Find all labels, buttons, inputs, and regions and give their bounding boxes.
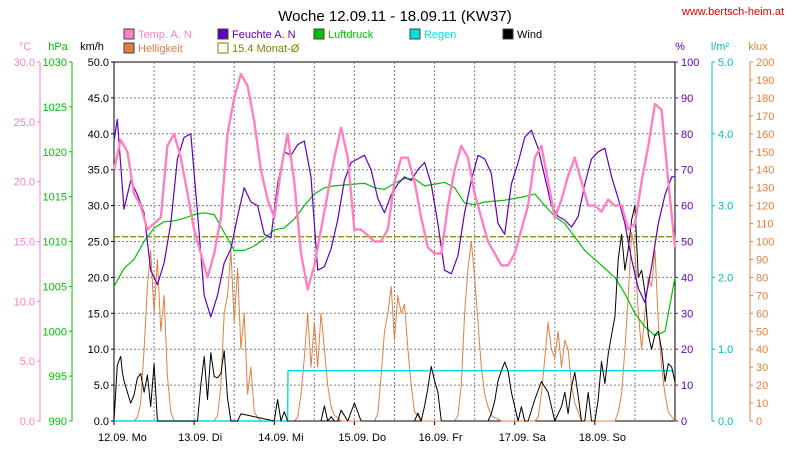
axis-label-light: 200 [756, 57, 774, 69]
axis-label-wind: 5.0 [94, 380, 109, 392]
axis-label-hum: 40 [681, 272, 693, 284]
axis-label-temp: 25.0 [14, 117, 35, 129]
axis-label-temp: 10.0 [14, 296, 35, 308]
axis-label-wind: 30.0 [88, 201, 109, 213]
legend-label-4: Luftdruck [328, 29, 374, 41]
legend-label-3: 15.4 Monat-Ø [232, 43, 300, 55]
axis-label-hum: 30 [681, 308, 693, 320]
axis-label-light: 160 [756, 129, 774, 141]
axis-label-press: 1015 [43, 192, 67, 204]
axis-label-press: 990 [49, 416, 67, 428]
x-tick-label: 12.09. Mo [98, 432, 147, 444]
axis-unit-wind: km/h [80, 41, 104, 53]
axis-label-temp: 30.0 [14, 57, 35, 69]
legend-swatch-2 [217, 28, 229, 40]
axis-label-wind: 35.0 [88, 165, 109, 177]
axis-label-wind: 0.0 [94, 416, 109, 428]
x-tick-label: 14.09. Mi [258, 432, 303, 444]
axis-label-press: 1020 [43, 147, 67, 159]
legend-label-5: Regen [424, 29, 456, 41]
axis-label-rain: 5.0 [718, 57, 733, 69]
axis-label-rain: 3.0 [718, 201, 733, 213]
legend-swatch-5 [409, 28, 421, 40]
series-helligkeit [114, 232, 676, 422]
axis-label-light: 110 [756, 219, 774, 231]
axis-label-hum: 50 [681, 237, 693, 249]
axis-label-wind: 40.0 [88, 129, 109, 141]
axis-label-wind: 20.0 [88, 272, 109, 284]
axis-label-light: 10 [756, 398, 768, 410]
legend-swatch-3 [217, 42, 229, 54]
axis-label-wind: 15.0 [88, 308, 109, 320]
axis-label-rain: 0.0 [718, 416, 733, 428]
axis-label-light: 150 [756, 147, 774, 159]
axis-label-light: 180 [756, 93, 774, 105]
legend-label-2: Feuchte A. N [232, 29, 296, 41]
x-tick-label: 13.09. Di [178, 432, 222, 444]
axis-label-temp: 15.0 [14, 237, 35, 249]
axis-label-light: 0 [756, 416, 762, 428]
axis-label-light: 140 [756, 165, 774, 177]
legend-label-0: Temp. A. N [138, 29, 192, 41]
axis-label-press: 1010 [43, 237, 67, 249]
axis-label-light: 70 [756, 290, 768, 302]
axis-label-press: 1025 [43, 102, 67, 114]
axis-unit-hum: % [675, 41, 685, 53]
legend-label-6: Wind [517, 29, 542, 41]
series-temp-a-n [112, 72, 677, 291]
legend-swatch-4 [313, 28, 325, 40]
axis-label-light: 100 [756, 237, 774, 249]
axis-label-press: 1030 [43, 57, 67, 69]
legend-swatch-6 [502, 28, 514, 40]
axis-label-temp: 0.0 [20, 416, 35, 428]
axis-label-press: 1000 [43, 326, 67, 338]
axis-unit-rain: l/m² [711, 41, 730, 53]
site-credit[interactable]: www.bertsch-heim.at [681, 6, 784, 18]
axis-label-light: 120 [756, 201, 774, 213]
axis-label-hum: 20 [681, 344, 693, 356]
axis-label-light: 50 [756, 326, 768, 338]
axis-label-wind: 45.0 [88, 93, 109, 105]
axis-label-hum: 70 [681, 165, 693, 177]
axis-label-rain: 4.0 [718, 129, 733, 141]
chart-title: Woche 12.09.11 - 18.09.11 (KW37) [278, 8, 511, 25]
x-tick-label: 16.09. Fr [419, 432, 463, 444]
x-tick-label: 15.09. Do [338, 432, 386, 444]
x-tick-label: 18.09. So [579, 432, 626, 444]
axis-label-rain: 1.0 [718, 344, 733, 356]
axis-label-temp: 5.0 [20, 356, 35, 368]
axis-label-wind: 10.0 [88, 344, 109, 356]
axis-label-hum: 0 [681, 416, 687, 428]
legend-label-1: Helligkeit [138, 43, 183, 55]
legend-swatch-1 [123, 42, 135, 54]
series-regen [114, 370, 675, 422]
axis-unit-press: hPa [48, 41, 68, 53]
axis-label-light: 90 [756, 254, 768, 266]
axis-label-light: 80 [756, 272, 768, 284]
axis-label-wind: 50.0 [88, 57, 109, 69]
legend-swatch-0 [123, 28, 135, 40]
axis-label-light: 190 [756, 75, 774, 87]
axis-unit-light: klux [748, 41, 768, 53]
axis-label-hum: 100 [681, 57, 699, 69]
axis-label-press: 1005 [43, 281, 67, 293]
axis-label-temp: 20.0 [14, 177, 35, 189]
axis-label-light: 130 [756, 183, 774, 195]
axis-label-hum: 90 [681, 93, 693, 105]
axis-label-light: 40 [756, 344, 768, 356]
axis-label-hum: 80 [681, 129, 693, 141]
axis-label-light: 170 [756, 111, 774, 123]
axis-label-wind: 25.0 [88, 237, 109, 249]
series-wind [113, 205, 676, 422]
axis-label-light: 20 [756, 380, 768, 392]
axis-label-light: 30 [756, 362, 768, 374]
axis-label-press: 995 [49, 371, 67, 383]
axis-label-hum: 10 [681, 380, 693, 392]
axis-label-light: 60 [756, 308, 768, 320]
axis-label-rain: 2.0 [718, 272, 733, 284]
x-tick-label: 17.09. Sa [499, 432, 547, 444]
axis-label-hum: 60 [681, 201, 693, 213]
axis-unit-temp: °C [19, 41, 31, 53]
